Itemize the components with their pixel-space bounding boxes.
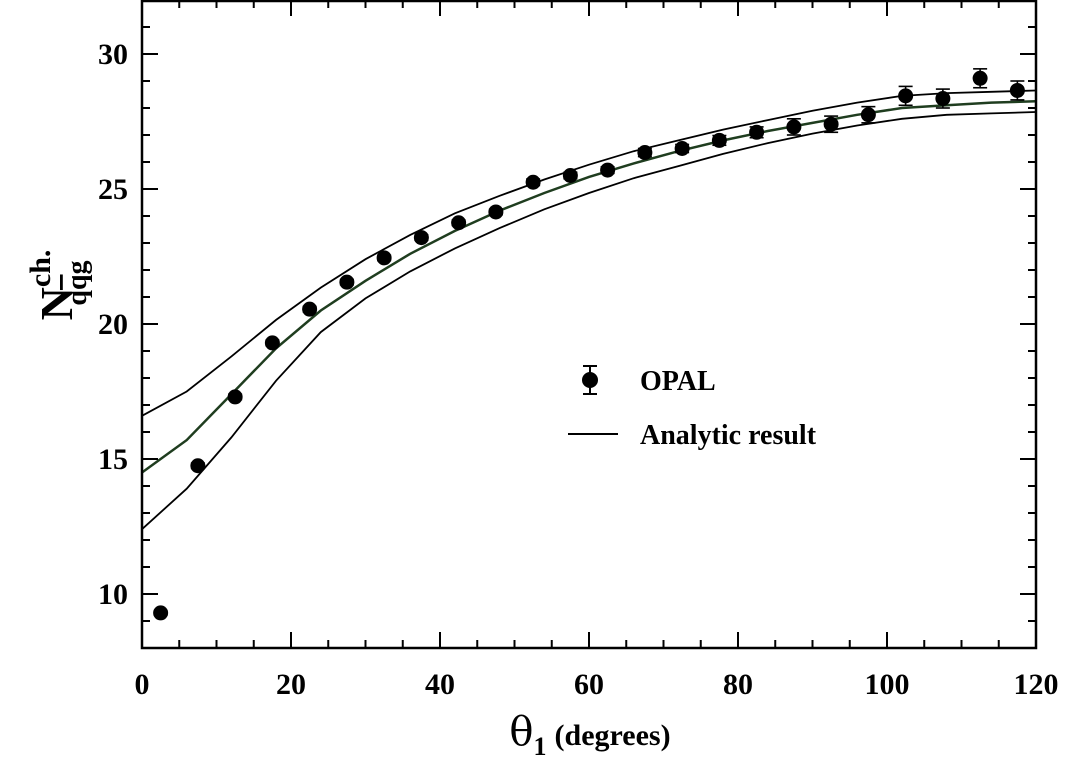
y-axis-title-subscript-q: q [62, 290, 93, 306]
data-point [824, 117, 839, 132]
data-point [414, 230, 429, 245]
x-tick-label: 40 [425, 668, 455, 701]
x-axis-title-unit: (degrees) [555, 719, 671, 752]
x-axis-title: θ1 (degrees) [509, 709, 670, 760]
data-point [861, 107, 876, 122]
data-point [153, 605, 168, 620]
data-point [935, 91, 950, 106]
y-tick-label: 20 [98, 308, 128, 341]
data-point [786, 119, 801, 134]
data-points-layer [153, 69, 1025, 621]
y-axis-title-subscript-g: g [62, 260, 93, 274]
data-point [302, 302, 317, 317]
data-point [898, 88, 913, 103]
data-point [637, 145, 652, 160]
data-point [488, 204, 503, 219]
x-tick-label: 20 [276, 668, 306, 701]
x-tick-label: 0 [135, 668, 150, 701]
data-point [563, 168, 578, 183]
y-axis-title-superscript: ch. [24, 250, 57, 288]
data-point [190, 458, 205, 473]
data-point [265, 335, 280, 350]
y-axis-title: Nch.qqg [24, 250, 93, 321]
data-point [749, 125, 764, 140]
y-axis-title-subscript-qbar: q [62, 274, 93, 290]
data-point [377, 250, 392, 265]
data-point [228, 389, 243, 404]
x-tick-label: 60 [574, 668, 604, 701]
data-point [526, 175, 541, 190]
x-tick-label: 120 [1014, 668, 1059, 701]
analytic-band-layer [142, 91, 1036, 530]
legend-label-analytic: Analytic result [640, 420, 817, 451]
axis-tick-labels: 0 20 40 60 80 100 120 10 15 20 25 30 [98, 38, 1059, 701]
y-tick-label: 30 [98, 38, 128, 71]
data-point [339, 275, 354, 290]
x-tick-label: 80 [723, 668, 753, 701]
x-tick-label: 100 [865, 668, 910, 701]
analytic-central-line [142, 101, 1036, 472]
x-axis-title-symbol: θ [509, 709, 533, 755]
data-point [675, 141, 690, 156]
data-point [973, 71, 988, 86]
y-tick-label: 25 [98, 173, 128, 206]
legend-label-opal: OPAL [640, 366, 716, 397]
x-axis-title-subscript: 1 [534, 732, 547, 760]
data-point [712, 133, 727, 148]
data-point [1010, 83, 1025, 98]
data-point [451, 215, 466, 230]
y-tick-label: 10 [98, 578, 128, 611]
svg-text:Nch.qqg: Nch.qqg [24, 250, 93, 321]
legend: OPAL Analytic result [568, 366, 817, 451]
legend-marker-opal [582, 372, 598, 388]
data-point [600, 163, 615, 178]
y-tick-label: 15 [98, 443, 128, 476]
